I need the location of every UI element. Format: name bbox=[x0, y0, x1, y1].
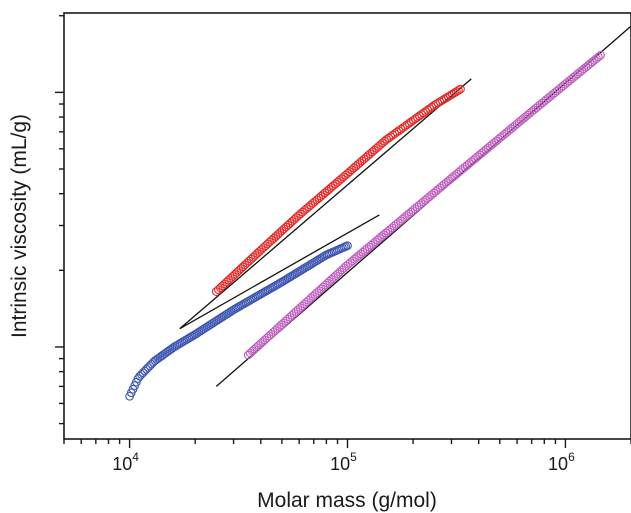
x-tick-label: 105 bbox=[330, 450, 357, 474]
data-point bbox=[454, 86, 463, 95]
x-axis-title: Molar mass (g/mol) bbox=[257, 489, 437, 512]
fit-line bbox=[179, 214, 380, 330]
y-axis-title: Intrinsic viscosity (mL/g) bbox=[8, 114, 31, 338]
data-points bbox=[125, 50, 605, 401]
fit-line bbox=[179, 78, 472, 330]
series-points bbox=[125, 241, 352, 401]
x-tick-label-exponent: 4 bbox=[132, 450, 139, 464]
data-point bbox=[343, 241, 352, 250]
x-tick-label-exponent: 5 bbox=[350, 450, 357, 464]
x-tick-label: 106 bbox=[548, 450, 575, 474]
x-tick-label-base: 10 bbox=[112, 454, 132, 474]
fit-lines bbox=[179, 25, 631, 387]
axis-ticks bbox=[55, 15, 631, 448]
series-points bbox=[243, 50, 605, 360]
data-point bbox=[456, 84, 465, 94]
x-tick-labels: 104 105 106 bbox=[112, 450, 575, 474]
data-point bbox=[596, 50, 605, 60]
x-tick-label-base: 10 bbox=[330, 454, 350, 474]
x-tick-label: 104 bbox=[112, 450, 139, 474]
x-tick-label-base: 10 bbox=[548, 454, 568, 474]
data-point bbox=[594, 52, 603, 62]
series-points bbox=[211, 84, 465, 296]
x-tick-label-exponent: 6 bbox=[568, 450, 575, 464]
plot-frame bbox=[63, 12, 631, 440]
